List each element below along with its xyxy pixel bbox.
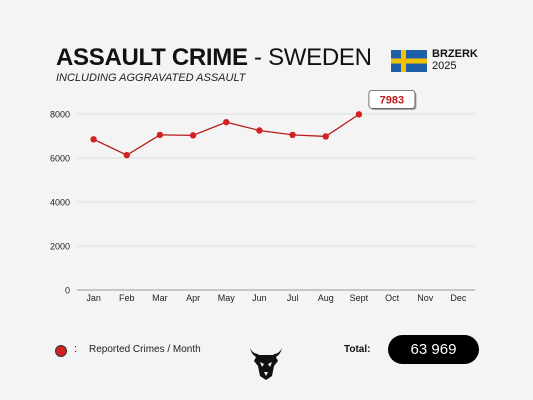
x-tick-label: Jul [287,293,299,303]
x-tick-label: Sept [350,293,369,303]
legend-colon: : [74,343,78,355]
bull-skull-logo-icon [250,348,282,380]
title-rest: - SWEDEN [247,44,372,71]
x-tick-label: Apr [186,293,200,303]
total-label: Total: [344,344,371,355]
data-point [90,136,97,143]
x-tick-label: Jun [252,293,267,303]
total-value: 63 969 [410,341,457,358]
y-tick-label: 4000 [50,198,70,208]
data-point [289,131,296,139]
sweden-flag-icon [391,50,427,72]
x-tick-label: Nov [417,293,434,303]
y-tick-label: 8000 [50,110,70,120]
title-bold: ASSAULT CRIME [56,44,248,71]
x-tick-label: Dec [450,293,467,303]
x-tick-label: Jan [86,293,101,303]
y-tick-label: 6000 [50,154,70,164]
data-point [156,131,164,139]
x-tick-label: May [218,293,236,303]
x-tick-label: Mar [152,293,168,303]
total-value-badge: 63 969 [388,335,479,364]
y-tick-label: 2000 [50,242,70,252]
y-tick-label: 0 [65,286,70,296]
x-tick-label: Feb [119,293,135,303]
data-point [256,127,263,134]
brand-name: BRZERK [432,48,478,60]
chart-subtitle: INCLUDING AGGRAVATED ASSAULT [56,72,246,84]
callout-label: 7983 [380,94,404,106]
data-point [189,132,197,139]
data-point [322,133,329,140]
x-tick-label: Aug [318,293,334,303]
x-tick-label: Oct [385,293,400,303]
legend-label: Reported Crimes / Month [89,344,201,355]
brand-year: 2025 [432,60,457,72]
chart-title: ASSAULT CRIME - SWEDEN [56,44,372,72]
legend-marker [55,345,67,357]
callout-box [368,89,416,109]
data-point [355,111,363,118]
data-point [123,151,130,159]
data-point [223,118,230,126]
